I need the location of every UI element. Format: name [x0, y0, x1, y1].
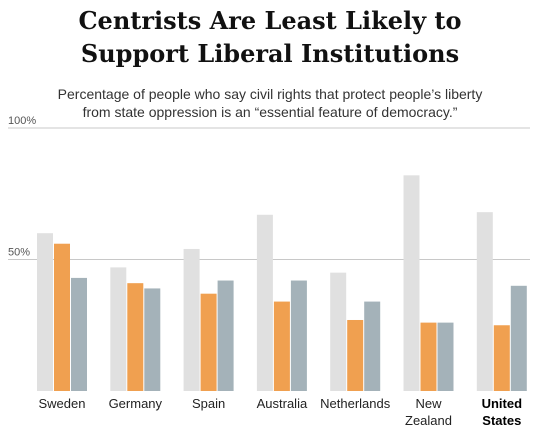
bar-6-series-0	[476, 212, 493, 391]
bar-3-series-0	[256, 214, 273, 391]
bar-6-series-1	[493, 325, 510, 391]
bar-5-series-2	[437, 322, 454, 391]
bar-1-series-0	[110, 267, 127, 391]
x-category-label: United	[482, 396, 523, 411]
bar-6-series-2	[510, 285, 527, 391]
chart-subtitle-line-2: from state oppression is an “essential f…	[82, 104, 458, 120]
bar-3-series-1	[273, 301, 290, 391]
x-category-label: Australia	[257, 396, 308, 411]
bar-1-series-1	[127, 283, 144, 391]
bar-2-series-2	[217, 280, 234, 391]
bar-5-series-0	[403, 175, 420, 391]
bar-4-series-0	[330, 272, 347, 391]
chart-subtitle-line-1: Percentage of people who say civil right…	[57, 86, 483, 102]
bar-1-series-2	[144, 288, 161, 391]
bar-0-series-2	[71, 277, 87, 391]
x-category-label: Zealand	[405, 413, 452, 428]
y-tick-label: 100%	[8, 115, 36, 127]
y-tick-label: 50%	[8, 247, 30, 259]
x-category-label: Sweden	[39, 396, 86, 411]
bar-0-series-0	[37, 233, 53, 391]
x-category-label: Germany	[109, 396, 163, 411]
chart-title-line-2: Support Liberal Institutions	[80, 39, 460, 68]
x-category-label: New	[415, 396, 442, 411]
bar-3-series-2	[290, 280, 307, 391]
bar-4-series-1	[347, 319, 364, 391]
bar-5-series-1	[420, 322, 437, 391]
x-category-label: Netherlands	[320, 396, 391, 411]
x-category-label: Spain	[192, 396, 225, 411]
bar-2-series-1	[200, 293, 217, 391]
bar-4-series-2	[364, 301, 381, 391]
bar-0-series-1	[54, 243, 70, 391]
chart-title-line-1: Centrists Are Least Likely to	[78, 6, 462, 35]
chart-title: Centrists Are Least Likely to Support Li…	[0, 4, 540, 70]
x-category-label: States	[482, 413, 521, 428]
bar-2-series-0	[183, 248, 200, 391]
chart-subtitle: Percentage of people who say civil right…	[0, 85, 540, 121]
